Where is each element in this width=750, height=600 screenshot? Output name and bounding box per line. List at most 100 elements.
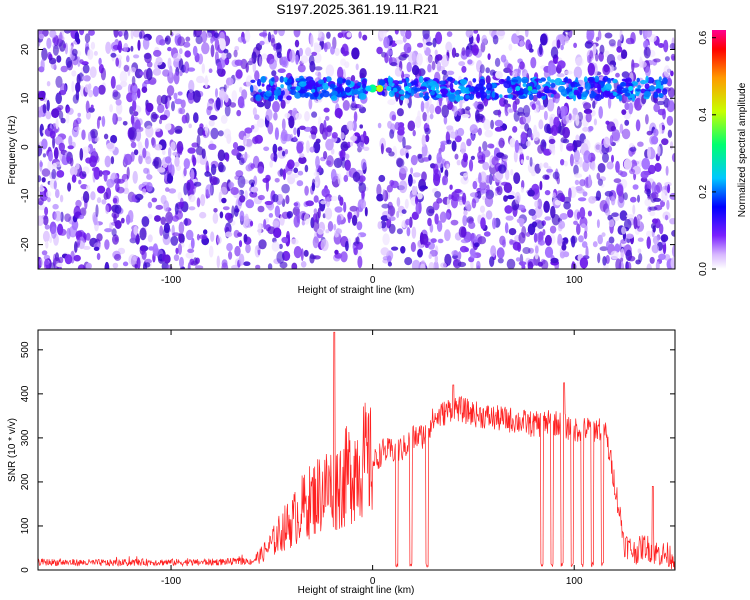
heatmap-cell <box>183 61 190 74</box>
heatmap-cell <box>130 45 134 52</box>
heatmap-cell <box>422 157 431 162</box>
heatmap-cell <box>629 168 636 175</box>
heatmap-cell <box>667 184 671 194</box>
heatmap-cell <box>238 253 245 266</box>
heatmap-cell <box>269 160 274 168</box>
heatmap-cell <box>388 216 396 222</box>
heatmap-cell <box>610 196 616 206</box>
heatmap-cell <box>113 213 117 224</box>
heatmap-cell <box>319 122 325 135</box>
heatmap-cell <box>145 102 154 113</box>
heatmap-cell <box>398 180 408 194</box>
heatmap-cell <box>573 149 581 162</box>
heatmap-cell <box>359 68 367 79</box>
heatmap-cell <box>111 228 117 237</box>
heatmap-cell <box>293 202 299 207</box>
heatmap-cell <box>591 160 596 171</box>
heatmap-cell <box>344 153 350 160</box>
heatmap-band-cell <box>549 79 556 84</box>
heatmap-cell <box>56 170 65 178</box>
heatmap-cell <box>613 178 622 184</box>
heatmap-cell <box>352 171 361 182</box>
heatmap-cell <box>504 205 513 214</box>
heatmap-cell <box>483 231 491 237</box>
heatmap-cell <box>671 244 675 258</box>
heatmap-cell <box>436 61 442 72</box>
heatmap-cell <box>637 237 644 242</box>
heatmap-band-cell <box>603 75 609 82</box>
heatmap-cell <box>174 125 183 133</box>
heatmap-cell <box>405 152 409 159</box>
heatmap-band-cell <box>507 94 514 99</box>
heatmap-cell <box>41 138 48 150</box>
heatmap-cell <box>496 247 505 259</box>
heatmap-cell <box>543 110 548 121</box>
heatmap-cell <box>419 232 424 245</box>
heatmap-cell <box>255 43 262 51</box>
heatmap-cell <box>272 143 278 155</box>
heatmap-cell <box>38 175 42 183</box>
heatmap-cell <box>524 123 530 132</box>
heatmap-cell <box>269 58 277 70</box>
snr-axes: -100 0 100 0 100 200 300 400 500 <box>20 330 675 587</box>
heatmap-cell <box>585 245 589 259</box>
snr-y-tick-label: 100 <box>20 517 31 534</box>
heatmap-cell <box>408 174 413 187</box>
heatmap-cell <box>633 216 638 230</box>
heatmap-band-cell <box>381 91 386 96</box>
heatmap-cell <box>382 188 386 201</box>
heatmap-cell <box>138 31 143 40</box>
heatmap-peak-spot <box>515 86 521 91</box>
heatmap-cell <box>238 240 243 248</box>
heatmap-cell <box>552 192 557 199</box>
heatmap-cell <box>278 30 285 37</box>
heatmap-cell <box>357 141 365 150</box>
heatmap-cell <box>67 145 74 150</box>
heatmap-band-cell <box>419 92 424 98</box>
heatmap-cell <box>203 229 208 235</box>
heatmap-cell <box>546 98 555 112</box>
heatmap-cell <box>56 55 62 63</box>
heatmap-cell <box>579 207 586 220</box>
heatmap-cell <box>542 229 546 236</box>
heatmap-cell <box>185 36 191 42</box>
heatmap-cell <box>582 126 589 132</box>
heatmap-cell <box>662 211 671 220</box>
heatmap-band-cell <box>418 75 424 84</box>
heatmap-cell <box>515 257 521 262</box>
heatmap-cell <box>196 134 201 148</box>
heatmap-cell <box>238 157 245 166</box>
heatmap-band-cell <box>574 83 581 87</box>
heatmap-band-cell <box>581 91 589 98</box>
heatmap-cell <box>603 136 610 148</box>
heatmap-cell <box>135 193 144 201</box>
heatmap-cell <box>444 253 452 266</box>
heatmap-cell <box>446 139 452 145</box>
heatmap-cell <box>456 159 461 166</box>
heatmap-cell <box>434 254 438 263</box>
heatmap-cell <box>41 177 46 183</box>
heatmap-cell <box>544 123 551 134</box>
heatmap-cell <box>350 141 353 147</box>
heatmap-cell <box>422 30 430 40</box>
heatmap-cell <box>330 148 335 155</box>
heatmap-cell <box>666 199 670 210</box>
heatmap-cell <box>346 32 352 38</box>
heatmap-cell <box>192 90 201 103</box>
heatmap-cell <box>541 259 549 269</box>
heatmap-cell <box>532 129 540 141</box>
heatmap-y-tick-label: -20 <box>20 237 31 252</box>
heatmap-cell <box>166 85 175 97</box>
heatmap-cell <box>175 153 180 167</box>
heatmap-cell <box>254 134 263 144</box>
heatmap-cell <box>210 127 219 140</box>
heatmap-band-cell <box>255 94 262 102</box>
colorbar-tick-label: 0.4 <box>698 107 709 121</box>
heatmap-cell <box>411 226 417 239</box>
heatmap-cell <box>406 227 411 237</box>
heatmap-cell <box>296 180 304 187</box>
heatmap-cell <box>560 44 564 51</box>
heatmap-cell <box>100 67 106 81</box>
heatmap-cell <box>147 214 153 219</box>
heatmap-cell <box>47 51 52 60</box>
